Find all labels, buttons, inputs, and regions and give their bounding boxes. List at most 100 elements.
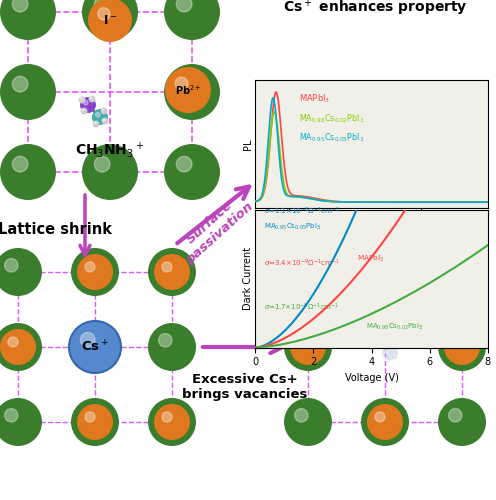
Text: MA$_{0.98}$Cs$_{0.02}$PbI$_3$: MA$_{0.98}$Cs$_{0.02}$PbI$_3$ bbox=[366, 322, 423, 332]
Circle shape bbox=[176, 156, 192, 172]
Text: MA$_{0.95}$Cs$_{0.05}$PbI$_3$: MA$_{0.95}$Cs$_{0.05}$PbI$_3$ bbox=[264, 222, 321, 232]
Circle shape bbox=[81, 258, 95, 272]
Circle shape bbox=[101, 108, 108, 114]
Text: Surface
passivation: Surface passivation bbox=[174, 189, 256, 267]
Circle shape bbox=[390, 342, 397, 349]
Text: MA$_{0.98}$Cs$_{0.02}$PbI$_3$: MA$_{0.98}$Cs$_{0.02}$PbI$_3$ bbox=[299, 112, 364, 125]
Circle shape bbox=[94, 156, 110, 172]
Circle shape bbox=[448, 334, 462, 347]
Circle shape bbox=[392, 344, 394, 346]
Circle shape bbox=[375, 262, 385, 272]
Circle shape bbox=[162, 262, 172, 272]
Text: Cs$^+$ enhances property: Cs$^+$ enhances property bbox=[283, 0, 467, 18]
Circle shape bbox=[0, 0, 56, 40]
Text: $\sigma$=1.1×10$^{-8}$$\Omega^{-1}$cm$^{-1}$: $\sigma$=1.1×10$^{-8}$$\Omega^{-1}$cm$^{… bbox=[264, 206, 340, 217]
Circle shape bbox=[85, 412, 95, 422]
Circle shape bbox=[77, 404, 113, 440]
Circle shape bbox=[4, 334, 18, 347]
Circle shape bbox=[380, 331, 382, 333]
Text: MAPbI$_3$: MAPbI$_3$ bbox=[357, 254, 384, 264]
Circle shape bbox=[92, 120, 100, 128]
Circle shape bbox=[92, 109, 108, 125]
Circle shape bbox=[98, 8, 110, 20]
Text: Cs$^+$: Cs$^+$ bbox=[81, 340, 109, 354]
Circle shape bbox=[103, 119, 105, 121]
Circle shape bbox=[165, 67, 211, 113]
Circle shape bbox=[154, 404, 190, 440]
Circle shape bbox=[375, 412, 385, 422]
Circle shape bbox=[438, 398, 486, 446]
Circle shape bbox=[290, 329, 326, 365]
Circle shape bbox=[12, 156, 28, 172]
Circle shape bbox=[102, 118, 109, 124]
Circle shape bbox=[382, 356, 389, 362]
Circle shape bbox=[82, 109, 84, 111]
Y-axis label: Dark Current: Dark Current bbox=[243, 247, 252, 310]
Circle shape bbox=[370, 331, 386, 347]
Circle shape bbox=[382, 344, 398, 360]
Circle shape bbox=[148, 398, 196, 446]
Circle shape bbox=[83, 100, 88, 105]
Text: I$^-$: I$^-$ bbox=[103, 14, 117, 26]
Circle shape bbox=[80, 332, 95, 347]
Circle shape bbox=[159, 334, 172, 347]
Circle shape bbox=[372, 344, 374, 346]
Circle shape bbox=[295, 334, 308, 347]
Circle shape bbox=[82, 0, 138, 40]
Circle shape bbox=[12, 76, 28, 92]
Circle shape bbox=[391, 352, 398, 360]
Circle shape bbox=[0, 329, 36, 365]
Circle shape bbox=[71, 248, 119, 296]
Circle shape bbox=[164, 0, 220, 40]
Circle shape bbox=[71, 398, 119, 446]
Circle shape bbox=[369, 330, 375, 338]
Text: Pb$^{2+}$: Pb$^{2+}$ bbox=[175, 83, 201, 97]
Circle shape bbox=[0, 144, 56, 200]
Circle shape bbox=[284, 323, 332, 371]
Circle shape bbox=[372, 258, 385, 272]
Circle shape bbox=[148, 323, 196, 371]
Circle shape bbox=[0, 64, 56, 120]
Circle shape bbox=[154, 254, 190, 290]
Circle shape bbox=[298, 337, 308, 347]
Circle shape bbox=[373, 334, 378, 339]
Circle shape bbox=[80, 108, 87, 114]
Circle shape bbox=[385, 348, 390, 352]
Circle shape bbox=[448, 258, 462, 272]
Circle shape bbox=[69, 321, 121, 373]
Circle shape bbox=[370, 332, 372, 334]
Circle shape bbox=[0, 323, 42, 371]
Text: CH$_3$NH$_3$$^+$: CH$_3$NH$_3$$^+$ bbox=[75, 140, 144, 160]
Circle shape bbox=[159, 408, 172, 422]
Circle shape bbox=[176, 76, 192, 92]
Circle shape bbox=[80, 97, 96, 113]
Circle shape bbox=[77, 254, 113, 290]
Circle shape bbox=[164, 64, 220, 120]
Circle shape bbox=[4, 408, 18, 422]
Circle shape bbox=[88, 0, 132, 42]
Circle shape bbox=[367, 254, 403, 290]
Text: MA$^+$ vacancy: MA$^+$ vacancy bbox=[369, 271, 471, 289]
Circle shape bbox=[94, 122, 96, 124]
Circle shape bbox=[448, 408, 462, 422]
Circle shape bbox=[444, 329, 480, 365]
Circle shape bbox=[82, 144, 138, 200]
FancyArrowPatch shape bbox=[177, 186, 249, 244]
Circle shape bbox=[378, 330, 385, 336]
Circle shape bbox=[88, 96, 96, 102]
FancyArrowPatch shape bbox=[203, 341, 283, 353]
Text: $\sigma$=3.4×10$^{-9}$$\Omega^{-1}$cm$^{-1}$: $\sigma$=3.4×10$^{-9}$$\Omega^{-1}$cm$^{… bbox=[264, 258, 340, 270]
Circle shape bbox=[85, 262, 95, 272]
Circle shape bbox=[361, 248, 409, 296]
Circle shape bbox=[371, 342, 377, 349]
Text: Excessive Cs+
brings vacancies: Excessive Cs+ brings vacancies bbox=[183, 373, 308, 401]
Circle shape bbox=[361, 398, 409, 446]
Circle shape bbox=[176, 0, 192, 12]
Text: MA$_{0.95}$Cs$_{0.05}$PbI$_3$: MA$_{0.95}$Cs$_{0.05}$PbI$_3$ bbox=[299, 132, 364, 144]
Text: Lattice shrink: Lattice shrink bbox=[0, 222, 112, 238]
Circle shape bbox=[295, 408, 308, 422]
X-axis label: Voltage (V): Voltage (V) bbox=[345, 373, 398, 383]
Circle shape bbox=[90, 97, 92, 99]
Circle shape bbox=[12, 0, 28, 12]
Circle shape bbox=[284, 398, 332, 446]
